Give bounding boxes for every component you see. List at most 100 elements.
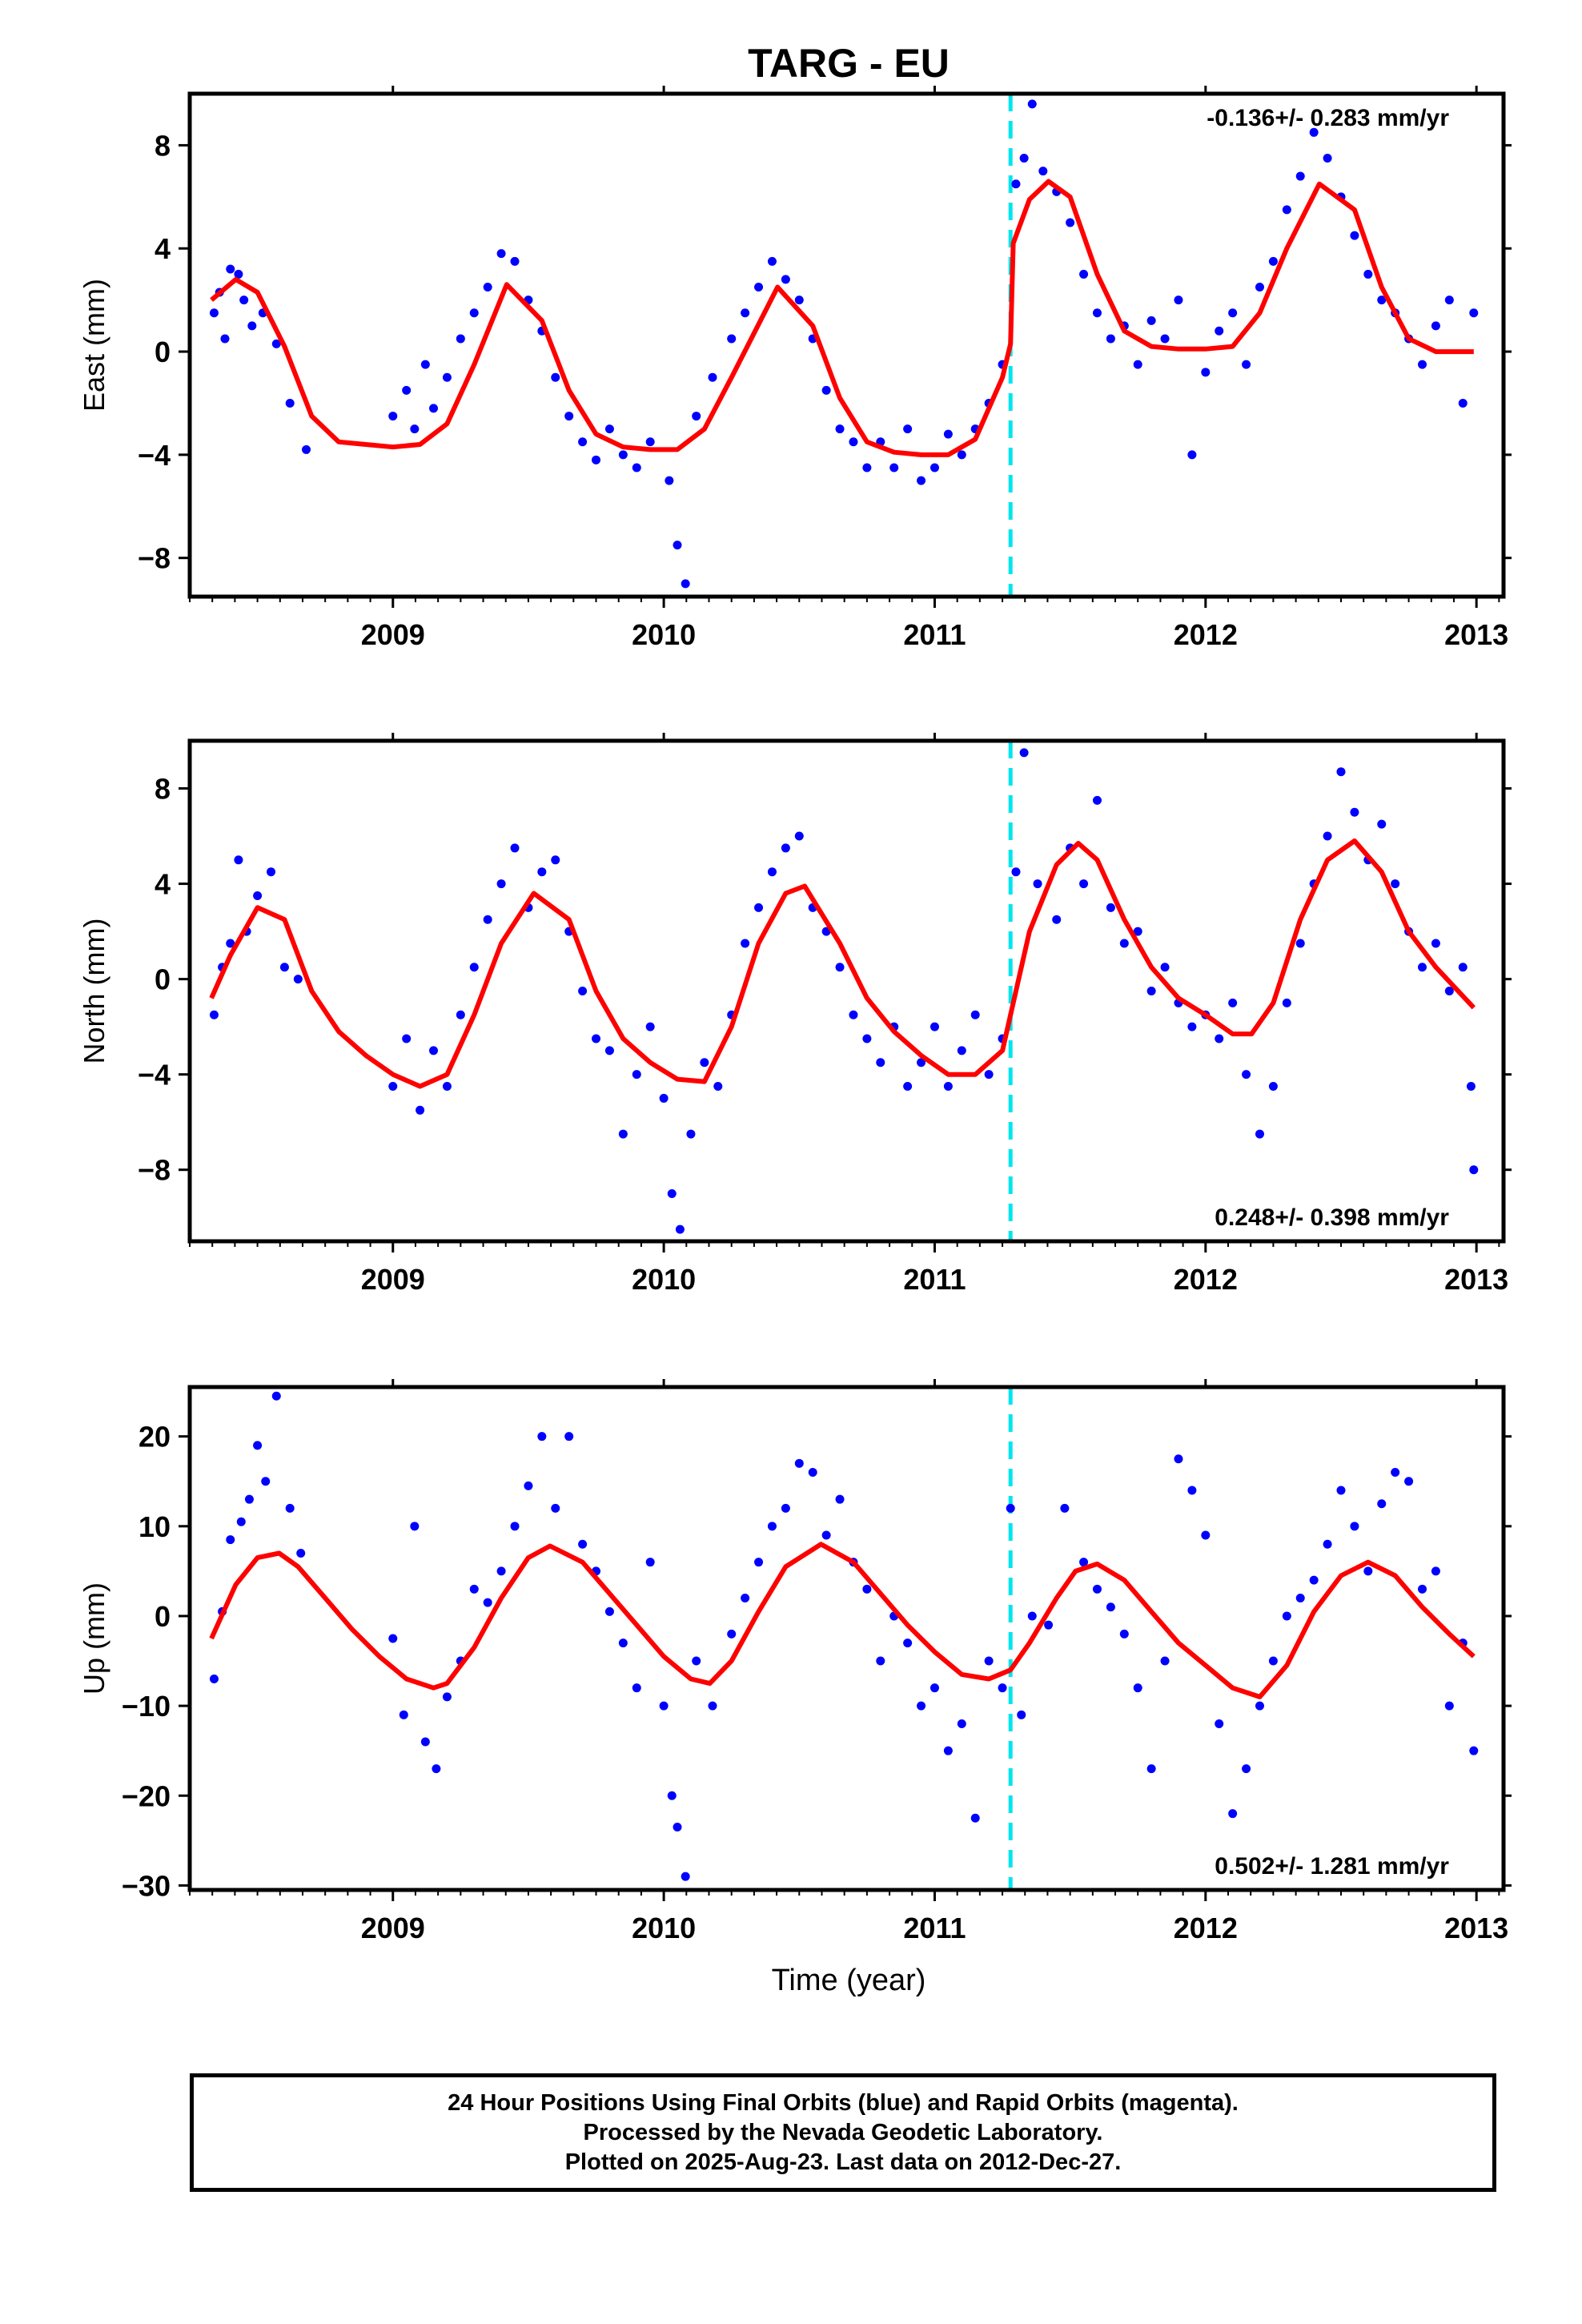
data-point xyxy=(686,1129,696,1139)
data-point xyxy=(420,360,430,369)
data-point xyxy=(1187,1486,1197,1495)
y-tick-label: −20 xyxy=(122,1779,171,1812)
data-point xyxy=(1201,368,1211,377)
data-point xyxy=(551,855,560,865)
data-point xyxy=(537,1432,547,1441)
data-point xyxy=(849,1010,858,1019)
data-point xyxy=(1268,1656,1278,1666)
data-point xyxy=(420,1737,430,1747)
data-point xyxy=(1228,308,1238,318)
data-point xyxy=(496,249,506,259)
data-point xyxy=(469,963,479,972)
data-point xyxy=(244,1494,254,1504)
data-point xyxy=(1079,269,1089,279)
data-point xyxy=(741,308,750,318)
y-tick-label: 8 xyxy=(155,129,171,162)
data-point xyxy=(388,1634,398,1643)
data-point xyxy=(692,412,701,421)
data-point xyxy=(1215,1719,1224,1729)
data-point xyxy=(708,372,717,382)
data-point xyxy=(496,879,506,889)
data-point xyxy=(1350,231,1359,240)
data-point xyxy=(261,1477,271,1486)
data-point xyxy=(1295,939,1305,948)
data-point xyxy=(226,1535,235,1545)
data-point xyxy=(970,1010,980,1019)
data-point xyxy=(1044,1620,1054,1630)
data-point xyxy=(741,1594,750,1603)
data-point xyxy=(1444,296,1454,305)
y-tick-label: 8 xyxy=(155,773,171,806)
plot-frame xyxy=(187,91,1506,599)
data-point xyxy=(930,1683,939,1693)
data-point xyxy=(1431,939,1440,948)
x-tick-label: 2011 xyxy=(903,1263,966,1296)
data-point xyxy=(1079,879,1089,889)
data-point xyxy=(234,269,243,279)
data-point xyxy=(681,1872,690,1881)
data-point xyxy=(1309,1575,1319,1585)
plot-frame xyxy=(187,1385,1506,1892)
data-point xyxy=(943,1746,953,1755)
data-point xyxy=(957,450,966,460)
data-point xyxy=(917,476,926,485)
x-tick-label: 2010 xyxy=(632,1263,696,1296)
data-point xyxy=(416,1105,425,1115)
data-point xyxy=(876,1058,885,1068)
rate-label: -0.136+/- 0.283 mm/yr xyxy=(1207,105,1449,131)
data-point xyxy=(1017,1710,1026,1719)
panel-up: 2009 2010 2011 2012 2013 −30 −20 −10 0 10 20 Up (mm… xyxy=(78,1379,1512,1944)
data-point xyxy=(1019,154,1029,163)
data-point xyxy=(1019,748,1029,758)
data-point xyxy=(862,1584,872,1594)
data-point xyxy=(794,831,804,841)
data-point xyxy=(1174,1454,1183,1464)
data-point xyxy=(1119,939,1129,948)
data-point xyxy=(903,424,913,434)
caption-line-3: Plotted on 2025-Aug-23. Last data on 201… xyxy=(564,2149,1122,2175)
data-point xyxy=(876,1656,885,1666)
data-point xyxy=(604,1606,614,1616)
data-point xyxy=(253,1441,263,1450)
data-point xyxy=(1431,321,1440,331)
data-point xyxy=(1242,1764,1251,1774)
data-point xyxy=(821,1530,831,1540)
data-point xyxy=(1377,296,1387,305)
data-point xyxy=(537,867,547,877)
data-point xyxy=(1323,1539,1332,1549)
data-point xyxy=(1391,879,1400,889)
x-tick-label: 2012 xyxy=(1174,1912,1238,1944)
data-point xyxy=(984,1656,994,1666)
data-point xyxy=(402,385,412,395)
data-point xyxy=(849,437,858,447)
data-points xyxy=(209,748,1479,1234)
data-point xyxy=(957,1719,966,1729)
data-point xyxy=(1079,1558,1089,1567)
data-point xyxy=(1174,296,1183,305)
fit-curve xyxy=(209,1542,1476,1699)
y-tick-label: 0 xyxy=(155,963,171,996)
y-tick-label: 0 xyxy=(155,336,171,368)
data-point xyxy=(889,463,899,472)
data-point xyxy=(781,843,790,853)
data-point xyxy=(388,1082,398,1092)
data-point xyxy=(271,339,281,348)
data-point xyxy=(1228,998,1238,1007)
data-point xyxy=(1377,1499,1387,1509)
data-point xyxy=(713,1082,723,1092)
x-tick-label: 2011 xyxy=(903,1912,966,1944)
data-point xyxy=(209,1010,219,1019)
data-point xyxy=(551,1503,560,1513)
data-point xyxy=(564,1432,574,1441)
data-point xyxy=(917,1058,926,1068)
y-tick-label: −30 xyxy=(122,1869,171,1902)
data-point xyxy=(1255,1701,1264,1711)
data-point xyxy=(456,334,465,344)
data-point xyxy=(781,275,790,284)
data-point xyxy=(1350,807,1359,817)
data-point xyxy=(1106,1602,1115,1612)
data-point xyxy=(1282,205,1291,215)
x-tick-label: 2010 xyxy=(632,618,696,651)
x-tick-label: 2013 xyxy=(1444,618,1508,651)
data-point xyxy=(667,1791,677,1800)
